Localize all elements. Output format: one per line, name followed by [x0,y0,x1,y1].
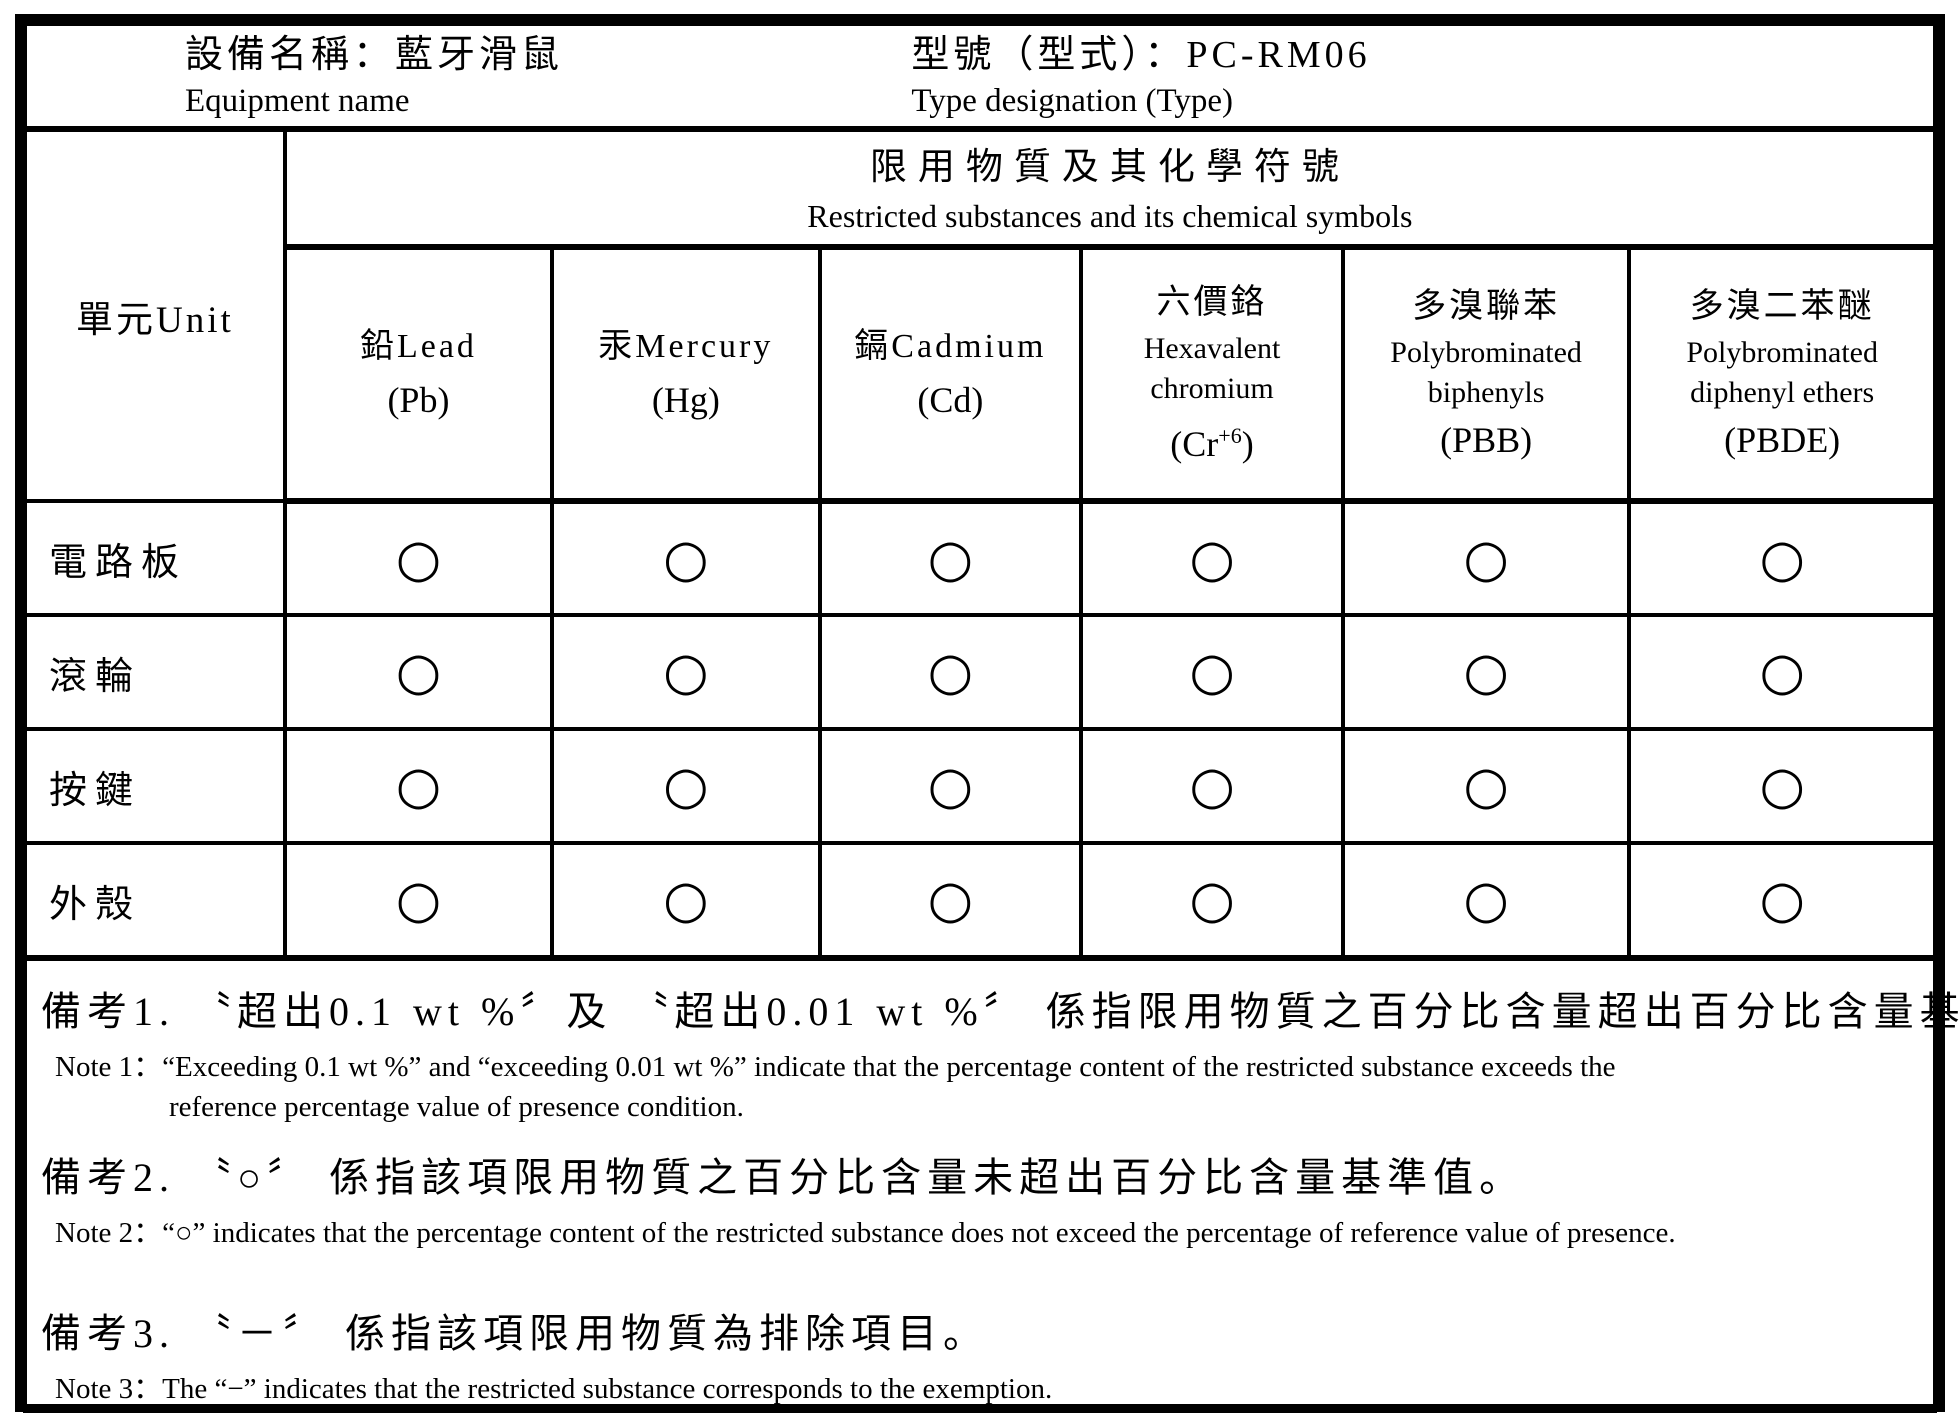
equipment-name-zh: 設備名稱：藍牙滑鼠 [185,34,564,76]
circle-mark: ○ [282,727,555,845]
circle-mark: ○ [817,613,1084,731]
table-row: 電路板 ○ ○ ○ ○ ○ ○ [23,499,1937,617]
circle-mark: ○ [1627,613,1937,731]
circle-mark: ○ [1340,499,1632,617]
circle-mark: ○ [1079,727,1345,845]
pbde-label-en: Polybrominated diphenyl ethers [1631,333,1933,413]
row-label-circuit-board: 電路板 [23,499,287,617]
mercury-label: 汞Mercury [598,328,774,365]
pbb-symbol: (PBB) [1440,420,1533,460]
cr-symbol-post: ) [1241,424,1254,464]
circle-mark: ○ [817,499,1084,617]
equipment-name-en: Equipment name [185,83,410,119]
circle-mark: ○ [1340,841,1632,960]
pbde-line1: Polybrominated [1686,336,1878,369]
hexavalent-chromium-label-zh: 六價鉻 [1156,284,1268,321]
row-label-scroll-wheel: 滾輪 [23,613,287,731]
circle-mark: ○ [550,727,822,845]
col-header-cadmium: 鎘Cadmium (Cd) [817,245,1084,504]
lead-label: 鉛Lead [359,328,477,365]
circle-mark: ○ [1079,613,1345,731]
circle-mark: ○ [550,613,822,731]
circle-mark: ○ [1079,841,1345,960]
circle-mark: ○ [1627,841,1937,960]
type-designation-en: Type designation (Type) [911,83,1233,119]
note2-en: Note 2：“○” indicates that the percentage… [55,1217,1676,1249]
note1-zh: 備考1. 〝超出0.1 wt %〞及 〝超出0.01 wt %〞 係指限用物質之… [41,989,1960,1034]
note3-en: Note 3：The “−” indicates that the restri… [55,1373,1053,1405]
equipment-name-block: 設備名稱：藍牙滑鼠 Equipment name [27,30,911,122]
cadmium-symbol: (Cd) [917,380,984,420]
pbb-label-en: Polybrominated biphenyls [1345,333,1628,413]
restricted-substances-header: 限用物質及其化學符號 Restricted substances and its… [282,127,1938,250]
col-header-pbb: 多溴聯苯 Polybrominated biphenyls (PBB) [1340,245,1632,504]
cr-symbol-sup: +6 [1218,423,1242,448]
note2-zh: 備考2. 〝○〞 係指該項限用物質之百分比含量未超出百分比含量基準值。 [41,1155,1526,1200]
hexavalent-line1: Hexavalent [1143,332,1281,365]
title-row: 設備名稱：藍牙滑鼠 Equipment name 型號（型式）：PC-RM06 … [23,22,1937,132]
note3-zh: 備考3. 〝－〞 係指該項限用物質為排除項目。 [41,1311,989,1356]
rohs-declaration-sheet: 設備名稱：藍牙滑鼠 Equipment name 型號（型式）：PC-RM06 … [15,14,1960,1413]
circle-mark: ○ [1340,613,1632,731]
rohs-table: 設備名稱：藍牙滑鼠 Equipment name 型號（型式）：PC-RM06 … [23,22,1960,1413]
restricted-substances-en: Restricted substances and its chemical s… [807,198,1413,234]
pbb-label-zh: 多溴聯苯 [1412,288,1561,325]
hexavalent-chromium-symbol: (Cr+6) [1083,409,1341,471]
circle-mark: ○ [282,613,555,731]
circle-mark: ○ [282,841,555,960]
lead-symbol: (Pb) [387,380,450,420]
pbb-line1: Polybrominated [1390,336,1582,369]
hexavalent-line2: chromium [1150,372,1274,405]
circle-mark: ○ [1627,499,1937,617]
col-header-hexavalent-chromium: 六價鉻 Hexavalent chromium (Cr+6) [1079,245,1345,504]
col-header-lead: 鉛Lead (Pb) [282,245,555,504]
table-row: 按鍵 ○ ○ ○ ○ ○ ○ [23,727,1937,845]
circle-mark: ○ [1627,727,1937,845]
note1-en-line2: reference percentage value of presence c… [169,1091,744,1123]
notes-section: 備考1. 〝超出0.1 wt %〞及 〝超出0.01 wt %〞 係指限用物質之… [23,955,1960,1413]
circle-mark: ○ [817,727,1084,845]
pbb-line2: biphenyls [1427,376,1545,409]
row-label-housing: 外殼 [23,841,287,960]
col-header-mercury: 汞Mercury (Hg) [550,245,822,504]
unit-column-header: 單元Unit [23,127,287,503]
row-label-buttons: 按鍵 [23,727,287,845]
circle-mark: ○ [1079,499,1345,617]
cadmium-label: 鎘Cadmium [854,328,1047,365]
note1-en-line1: Note 1：“Exceeding 0.1 wt %” and “exceedi… [55,1051,1616,1083]
mercury-symbol: (Hg) [651,380,720,420]
pbde-symbol: (PBDE) [1724,420,1841,460]
circle-mark: ○ [1340,727,1632,845]
circle-mark: ○ [550,841,822,960]
circle-mark: ○ [817,841,1084,960]
cr-symbol-pre: (Cr [1170,424,1219,464]
pbde-label-zh: 多溴二苯醚 [1689,288,1875,325]
type-designation-block: 型號（型式）：PC-RM06 Type designation (Type) [911,30,1933,122]
circle-mark: ○ [282,499,555,617]
col-header-pbde: 多溴二苯醚 Polybrominated diphenyl ethers (PB… [1627,245,1937,504]
type-designation-zh: 型號（型式）：PC-RM06 [911,34,1371,76]
restricted-substances-zh: 限用物質及其化學符號 [869,147,1350,188]
circle-mark: ○ [550,499,822,617]
pbde-line2: diphenyl ethers [1690,376,1875,409]
hexavalent-chromium-label-en: Hexavalent chromium [1083,329,1341,409]
table-row: 滾輪 ○ ○ ○ ○ ○ ○ [23,613,1937,731]
table-row: 外殼 ○ ○ ○ ○ ○ ○ [23,841,1937,960]
